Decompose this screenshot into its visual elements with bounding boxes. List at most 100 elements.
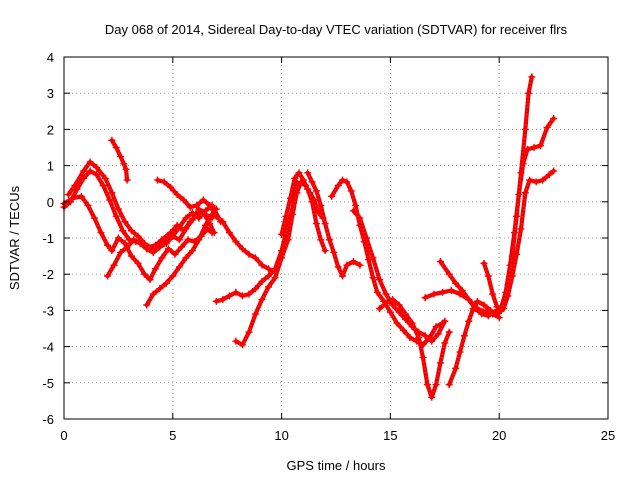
- data-point-marker: [64, 191, 72, 199]
- data-point-marker: [119, 227, 127, 235]
- data-point-marker: [206, 201, 214, 209]
- data-point-marker: [382, 299, 390, 307]
- data-point-marker: [258, 261, 266, 269]
- data-point-marker: [539, 176, 547, 184]
- data-point-marker: [543, 124, 551, 132]
- data-point-marker: [99, 182, 107, 190]
- data-point-marker: [521, 125, 529, 133]
- data-point-marker: [517, 169, 525, 177]
- y-tick-label: 1: [47, 159, 54, 174]
- data-point-marker: [182, 225, 190, 233]
- data-point-marker: [393, 319, 401, 327]
- data-point-marker: [349, 258, 357, 266]
- data-point-marker: [238, 341, 246, 349]
- data-point-marker: [108, 247, 116, 255]
- data-point-marker: [199, 196, 207, 204]
- series-track: [349, 207, 449, 345]
- data-point-marker: [402, 310, 410, 318]
- data-point-marker: [365, 256, 373, 264]
- data-point-marker: [158, 254, 166, 262]
- data-point-marker: [532, 178, 540, 186]
- data-point-marker: [271, 274, 279, 282]
- data-point-marker: [325, 236, 333, 244]
- data-point-marker: [452, 279, 460, 287]
- data-point-marker: [101, 174, 109, 182]
- data-point-marker: [232, 238, 240, 246]
- data-point-marker: [545, 171, 553, 179]
- data-point-marker: [419, 353, 427, 361]
- data-point-marker: [143, 245, 151, 253]
- data-point-marker: [201, 207, 209, 215]
- data-point-marker: [473, 297, 481, 305]
- data-point-marker: [86, 167, 94, 175]
- data-point-marker: [146, 276, 154, 284]
- data-point-marker: [97, 229, 105, 237]
- data-point-marker: [164, 245, 172, 253]
- data-point-marker: [162, 239, 170, 247]
- data-point-marker: [258, 277, 266, 285]
- series-line: [214, 179, 299, 304]
- data-point-marker: [238, 245, 246, 253]
- data-point-marker: [376, 276, 384, 284]
- data-point-marker: [334, 182, 342, 190]
- series-marker-texture: [352, 210, 446, 343]
- data-point-marker: [484, 312, 492, 320]
- data-point-marker: [373, 288, 381, 296]
- data-point-marker: [386, 308, 394, 316]
- series-marker-texture: [448, 170, 555, 385]
- data-point-marker: [497, 306, 505, 314]
- data-point-marker: [201, 221, 209, 229]
- data-point-marker: [110, 261, 118, 269]
- data-point-marker: [186, 203, 194, 211]
- data-point-marker: [123, 243, 131, 251]
- data-point-marker: [439, 288, 447, 296]
- data-point-marker: [188, 247, 196, 255]
- y-axis-title: SDTVAR / TECUs: [7, 185, 22, 290]
- series-track: [154, 176, 279, 276]
- data-point-marker: [286, 194, 294, 202]
- data-point-marker: [278, 254, 286, 262]
- data-point-marker: [434, 330, 442, 338]
- data-point-marker: [308, 178, 316, 186]
- data-point-marker: [156, 285, 164, 293]
- data-point-marker: [238, 292, 246, 300]
- y-tick-label: -1: [42, 231, 54, 246]
- data-point-marker: [123, 176, 131, 184]
- data-point-marker: [395, 308, 403, 316]
- data-point-marker: [258, 296, 266, 304]
- data-point-marker: [508, 252, 516, 260]
- data-point-marker: [465, 317, 473, 325]
- data-point-marker: [265, 283, 273, 291]
- data-point-marker: [445, 328, 453, 336]
- data-point-marker: [175, 236, 183, 244]
- series-track: [480, 73, 536, 314]
- data-point-marker: [251, 254, 259, 262]
- data-point-marker: [525, 89, 533, 97]
- data-point-marker: [421, 332, 429, 340]
- data-point-marker: [389, 296, 397, 304]
- data-point-marker: [334, 263, 342, 271]
- data-point-marker: [141, 270, 149, 278]
- data-point-marker: [195, 205, 203, 213]
- data-point-marker: [120, 160, 128, 168]
- data-point-marker: [304, 185, 312, 193]
- data-point-marker: [423, 381, 431, 389]
- data-point-marker: [219, 218, 227, 226]
- series-track: [143, 205, 220, 309]
- data-point-marker: [71, 182, 79, 190]
- data-point-marker: [117, 153, 125, 161]
- series-track: [60, 192, 216, 284]
- data-point-marker: [284, 236, 292, 244]
- data-point-marker: [317, 201, 325, 209]
- data-point-marker: [489, 290, 497, 298]
- x-tick-label: 10: [274, 428, 288, 443]
- data-point-marker: [104, 241, 112, 249]
- series-track: [108, 136, 131, 184]
- series-track: [104, 201, 225, 280]
- data-point-marker: [480, 301, 488, 309]
- data-point-marker: [330, 248, 338, 256]
- data-point-marker: [175, 223, 183, 231]
- data-point-marker: [441, 317, 449, 325]
- data-point-marker: [182, 214, 190, 222]
- data-point-marker: [395, 301, 403, 309]
